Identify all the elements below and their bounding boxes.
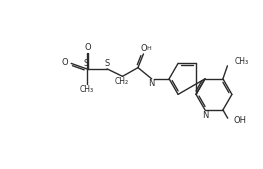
Text: N: N	[149, 79, 155, 88]
Text: H: H	[146, 46, 151, 51]
Text: CH₃: CH₃	[80, 85, 94, 94]
Text: OH: OH	[234, 116, 247, 125]
Text: N: N	[202, 111, 209, 120]
Text: O: O	[84, 43, 91, 52]
Text: CH₃: CH₃	[234, 57, 249, 66]
Text: O: O	[62, 58, 68, 67]
Text: S: S	[105, 59, 110, 68]
Text: CH₂: CH₂	[115, 77, 129, 86]
Text: S: S	[84, 59, 89, 68]
Text: O: O	[141, 44, 147, 53]
